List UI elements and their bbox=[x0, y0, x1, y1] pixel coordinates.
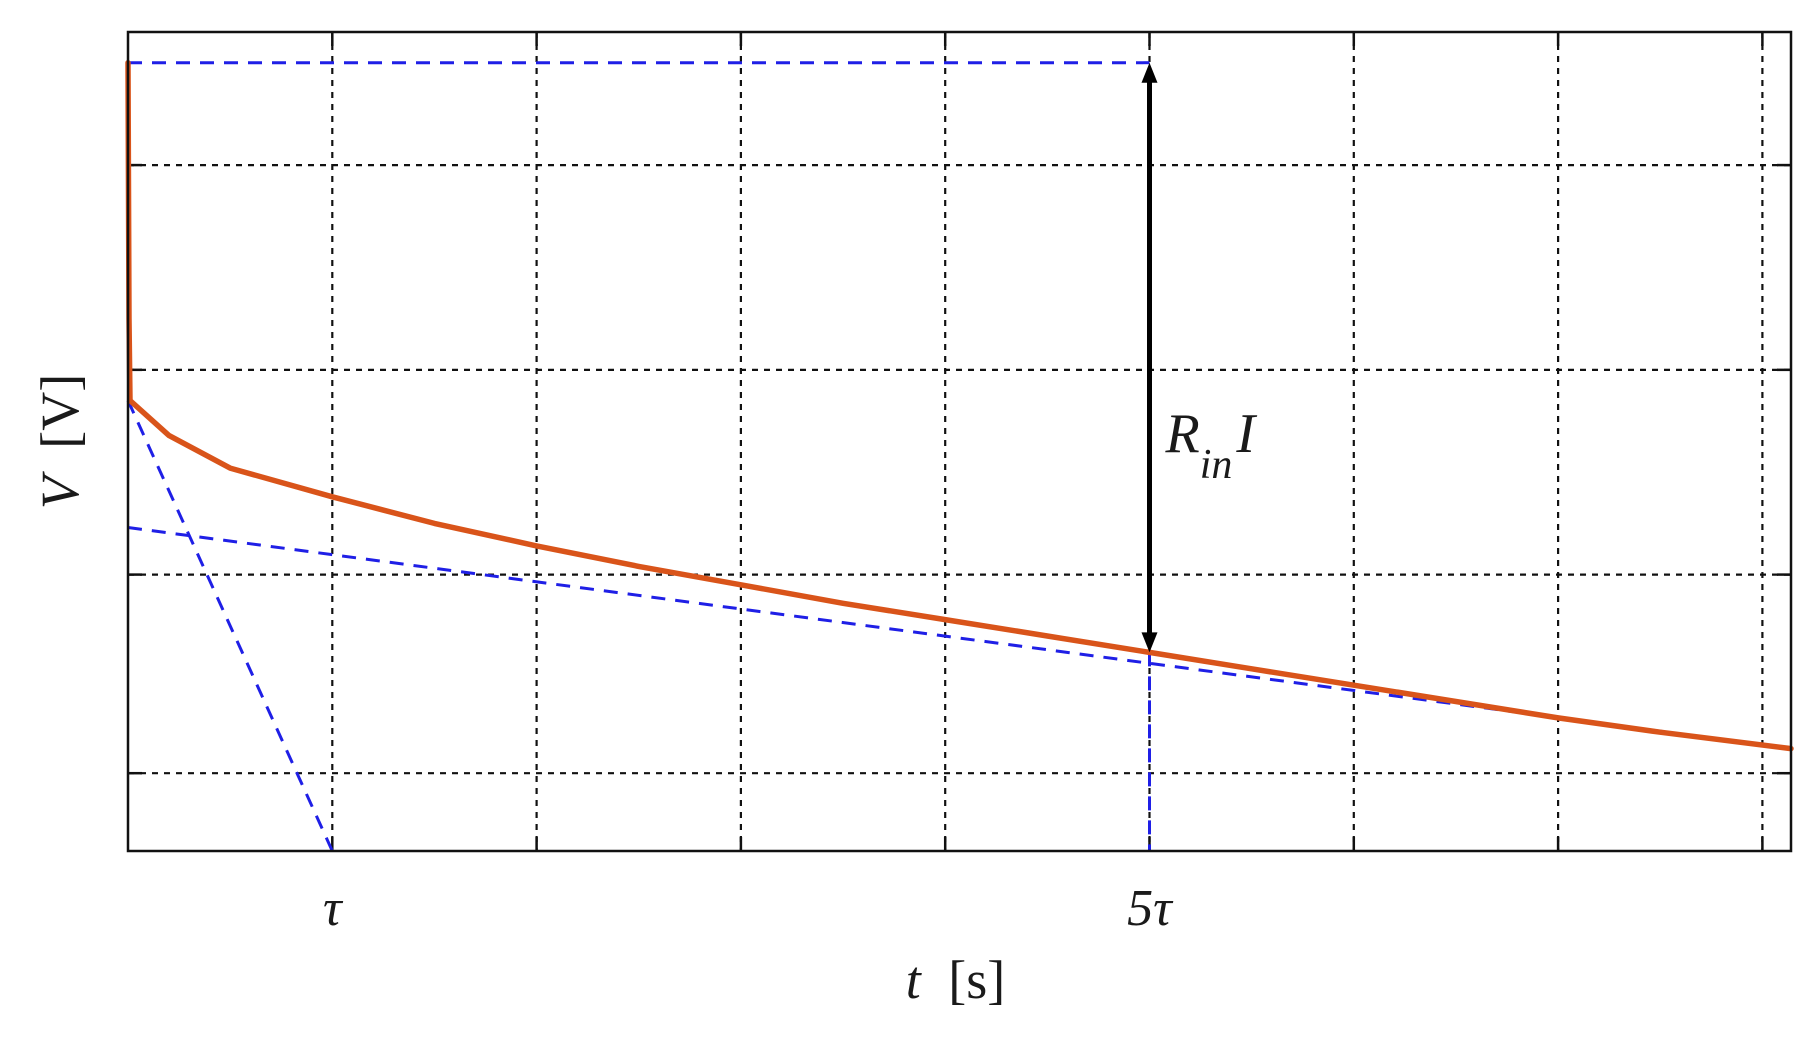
x-axis-title: t [s] bbox=[906, 950, 1006, 1010]
x-tick-label: τ bbox=[323, 880, 344, 937]
rin-label-subscript: in bbox=[1200, 442, 1233, 488]
x-tick-label: 5τ bbox=[1127, 880, 1174, 937]
rin-label-main: R bbox=[1164, 403, 1199, 465]
y-axis-title: V [V] bbox=[30, 374, 90, 509]
y-axis-var: V bbox=[30, 470, 90, 509]
plot-frame bbox=[126, 30, 1793, 853]
rin-label: RinI bbox=[1164, 403, 1257, 488]
tick-labels: τ 5τ bbox=[323, 880, 1174, 937]
rin-arrow-head-bottom bbox=[1141, 632, 1158, 653]
series-initial-tangent bbox=[126, 399, 334, 852]
annotation-layer: RinI bbox=[1141, 62, 1257, 653]
series-layer bbox=[125, 59, 1794, 852]
series-measured bbox=[125, 59, 1794, 752]
x-axis-var: t bbox=[906, 950, 923, 1010]
x-axis-unit: [s] bbox=[948, 950, 1005, 1010]
rin-arrow-head-top bbox=[1141, 62, 1158, 83]
y-axis-unit: [V] bbox=[30, 374, 90, 449]
grid bbox=[128, 32, 1791, 851]
rin-label-suffix: I bbox=[1235, 403, 1257, 465]
